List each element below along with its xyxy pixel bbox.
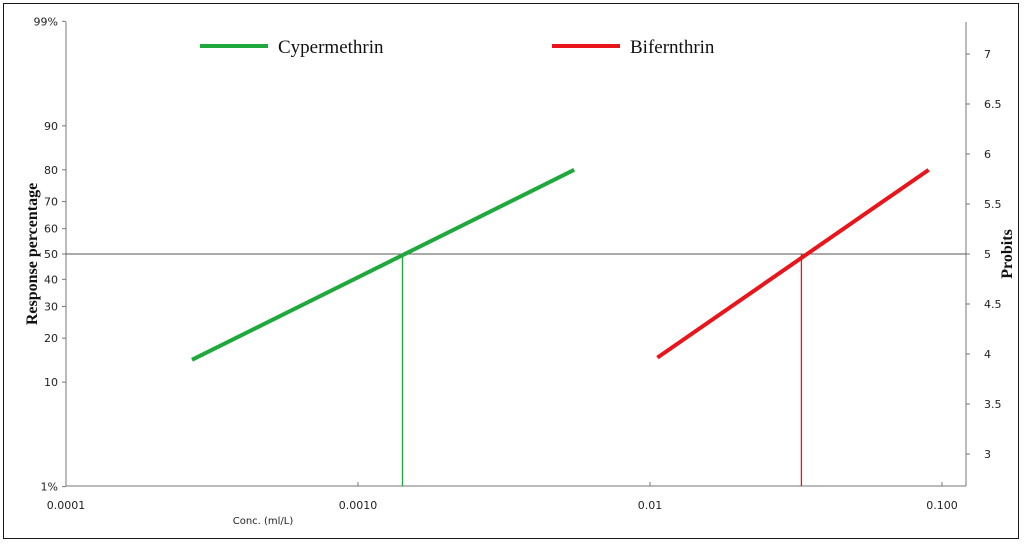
y2-tick-label: 3.5 xyxy=(984,398,1002,411)
y2-axis-title: Probits xyxy=(999,229,1016,278)
x-tick-label: 0.100 xyxy=(926,499,958,512)
y-tick-label: 80 xyxy=(44,164,58,177)
x-tick-label: 0.0001 xyxy=(47,499,86,512)
legend-label-bifernthrin: Bifernthrin xyxy=(630,37,715,58)
series-line-bifernthrin xyxy=(656,168,930,360)
x-axis-title: Conc. (ml/L) xyxy=(233,516,294,527)
y2-tick-label: 3 xyxy=(984,448,991,461)
y2-tick-label: 6 xyxy=(984,148,991,161)
y-tick-label: 10 xyxy=(44,376,58,389)
legend-label-cypermethrin: Cypermethrin xyxy=(278,37,384,58)
y2-tick-label: 6.5 xyxy=(984,98,1002,111)
y2-tick-label: 4 xyxy=(984,348,991,361)
y-tick-label: 99% xyxy=(34,15,58,28)
y-tick-label: 40 xyxy=(44,273,58,286)
y-tick-label: 50 xyxy=(44,248,58,261)
y-tick-label: 1% xyxy=(41,481,58,494)
y-tick-label: 60 xyxy=(44,223,58,236)
x-tick-label: 0.0010 xyxy=(339,499,378,512)
y2-tick-label: 7 xyxy=(984,48,991,61)
series-line-cypermethrin xyxy=(191,168,576,362)
y-tick-label: 20 xyxy=(44,332,58,345)
y2-tick-label: 4.5 xyxy=(984,298,1002,311)
x-tick-label: 0.01 xyxy=(638,499,663,512)
y2-tick-label: 5 xyxy=(984,248,991,261)
y-tick-label: 90 xyxy=(44,120,58,133)
y-axis-title: Response percentage xyxy=(24,183,41,325)
y-tick-label: 70 xyxy=(44,196,58,209)
chart-frame xyxy=(3,3,1019,539)
y-tick-label: 30 xyxy=(44,300,58,313)
y2-tick-label: 5.5 xyxy=(984,198,1002,211)
